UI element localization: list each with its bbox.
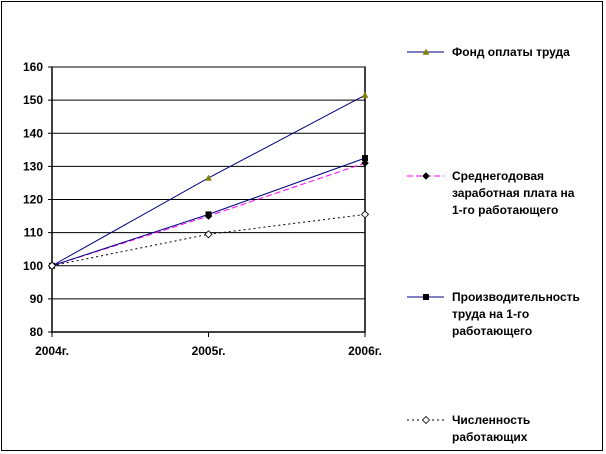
x-tick-label: 2004г. [35, 344, 69, 358]
legend-entry-1: Фонд оплаты труда [407, 45, 570, 59]
y-axis: 80 90 100 110 120 130 140 150 160 [23, 60, 53, 339]
legend-entry-1-label: Фонд оплаты труда [452, 45, 570, 59]
legend-entry-3-label: работающего [452, 324, 532, 338]
legend-entry-3: Производительность труда на 1-го работающе… [407, 290, 580, 338]
legend-entry-2-label: заработная плата на [452, 186, 575, 200]
x-tick-label: 2005г. [192, 344, 226, 358]
series-4-marker [360, 210, 370, 219]
y-tick-label: 160 [23, 60, 43, 74]
legend-entry-2-marker [422, 172, 430, 180]
y-tick-label: 90 [30, 292, 44, 306]
y-tick-label: 140 [23, 126, 43, 140]
series-3-marker [205, 211, 212, 218]
legend-entry-4-label: работающих [452, 430, 528, 444]
legend: Фонд оплаты труда Среднегодовая заработная… [407, 45, 580, 444]
series-4-marker [204, 230, 213, 239]
y-tick-label: 110 [24, 226, 44, 240]
series-4 [47, 210, 370, 270]
legend-entry-3-label: труда на 1-го [452, 307, 529, 321]
y-tick-label: 80 [30, 325, 44, 339]
legend-entry-4: Численность работающих [407, 413, 530, 444]
series-4-marker [47, 261, 57, 270]
legend-entry-3-marker [423, 294, 429, 300]
y-tick-label: 150 [23, 93, 43, 107]
legend-entry-3-label: Производительность [452, 290, 580, 304]
legend-entry-2: Среднегодовая заработная плата на 1-го раб… [407, 169, 575, 217]
legend-entry-2-label: 1-го работающего [452, 203, 558, 217]
legend-entry-1-marker [422, 48, 430, 55]
legend-entry-4-label: Численность [452, 413, 530, 427]
series-1-marker [205, 174, 212, 181]
y-tick-label: 130 [23, 159, 43, 173]
x-tick-label: 2006г. [348, 344, 382, 358]
legend-entry-2-label: Среднегодовая [452, 169, 544, 183]
legend-entry-4-marker [421, 415, 431, 425]
y-tick-label: 100 [23, 259, 43, 273]
x-axis: 2004г. 2005г. 2006г. [35, 67, 382, 358]
series-3-marker [362, 155, 368, 162]
series-group [47, 91, 370, 270]
series-1-marker [361, 91, 369, 98]
y-tick-label: 120 [23, 193, 43, 207]
series-2-marker [361, 159, 369, 167]
